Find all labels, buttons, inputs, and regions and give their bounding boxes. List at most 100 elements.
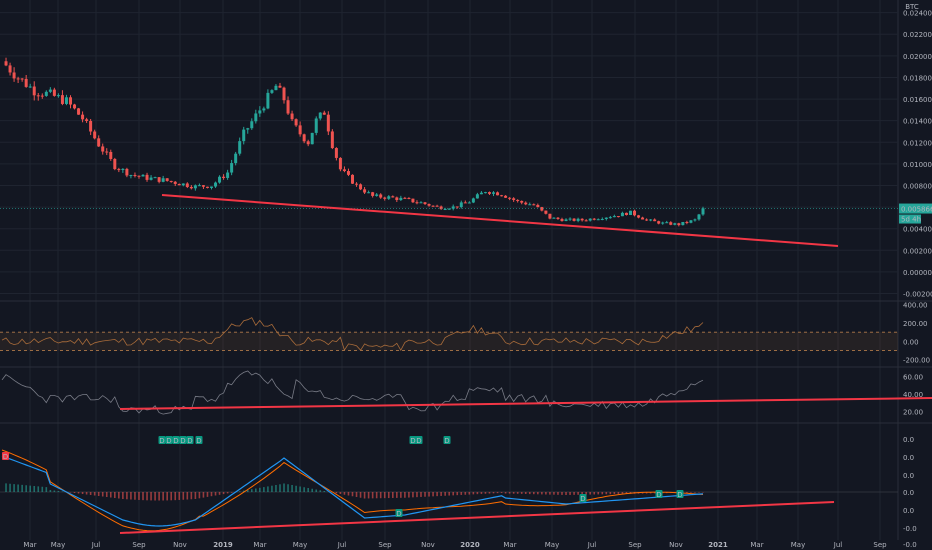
macd-hist-79 <box>319 490 322 492</box>
candle-body-131 <box>528 204 532 206</box>
candle-body-161 <box>649 219 653 221</box>
currency-label: BTC <box>905 3 919 11</box>
macd-hist-51 <box>206 492 209 497</box>
candle-body-160 <box>645 219 649 221</box>
macd-hist-50 <box>202 492 205 498</box>
bearish-marker <box>2 452 9 460</box>
macd-hist-125 <box>504 492 507 494</box>
candle-body-69 <box>278 85 282 88</box>
macd-hist-146 <box>589 492 591 495</box>
macd-hist-152 <box>613 492 616 495</box>
macd-hist-148 <box>597 492 600 495</box>
cci-tick-2: 0.00 <box>903 338 919 346</box>
macd-hist-116 <box>468 492 471 495</box>
candle-body-164 <box>661 222 665 224</box>
macd-hist-24 <box>97 492 100 496</box>
macd-hist-114 <box>460 492 463 495</box>
candle-body-42 <box>169 180 173 182</box>
macd-hist-90 <box>363 492 366 499</box>
candle-body-21 <box>85 119 89 121</box>
macd-tick-0: 0.0 <box>903 436 914 444</box>
candle-body-116 <box>467 202 471 204</box>
candle-body-85 <box>342 169 346 172</box>
macd-hist-61 <box>246 489 249 492</box>
candle-body-65 <box>262 108 266 111</box>
countdown-label: 5d 4h <box>901 216 921 224</box>
macd-hist-33 <box>134 492 136 500</box>
macd-hist-107 <box>432 492 434 497</box>
divergence-marker-0 <box>158 436 166 444</box>
macd-tick-1: 0.0 <box>903 454 914 462</box>
divergence-marker-label-0: D <box>159 437 164 445</box>
candle-body-156 <box>628 210 632 216</box>
divergence-marker-6 <box>409 436 417 444</box>
macd-hist-57 <box>230 492 233 493</box>
macd-hist-139 <box>561 492 563 495</box>
candle-body-31 <box>125 168 129 176</box>
macd-hist-53 <box>214 492 217 496</box>
candle-body-117 <box>471 198 475 203</box>
candle-body-145 <box>584 220 588 222</box>
macd-hist-95 <box>383 492 386 499</box>
date-label-14: Jul <box>587 541 597 549</box>
candle-body-103 <box>415 202 419 204</box>
macd-hist-52 <box>210 492 213 497</box>
candle-body-138 <box>556 217 560 219</box>
date-label-18: Mar <box>750 541 763 549</box>
macd-hist-118 <box>476 492 479 495</box>
candle-body-20 <box>81 114 85 120</box>
macd-hist-9 <box>37 486 40 492</box>
candle-body-121 <box>487 192 491 194</box>
candle-body-108 <box>435 205 439 207</box>
candle-body-26 <box>105 151 109 153</box>
candle-body-148 <box>596 219 600 221</box>
candle-body-36 <box>145 174 149 180</box>
divergence-marker-11 <box>655 490 663 498</box>
candle-body-57 <box>230 163 234 173</box>
date-label-6: Mar <box>253 541 266 549</box>
macd-hist-162 <box>653 492 656 494</box>
macd-trendline <box>119 501 835 534</box>
candle-body-37 <box>149 177 153 180</box>
candle-body-74 <box>298 125 302 135</box>
candle-body-45 <box>181 183 185 186</box>
macd-hist-5 <box>21 484 23 492</box>
macd-hist-128 <box>516 492 519 494</box>
candle-body-101 <box>407 197 411 199</box>
macd-hist-73 <box>295 485 297 492</box>
candle-body-62 <box>250 121 254 129</box>
macd-hist-109 <box>440 492 442 496</box>
candle-body-81 <box>326 114 330 132</box>
candle-body-78 <box>314 118 318 133</box>
macd-hist-48 <box>194 492 197 499</box>
candle-body-120 <box>483 192 487 194</box>
osc-tick-2: 20.00 <box>903 409 923 417</box>
macd-hist-11 <box>45 487 48 492</box>
macd-hist-119 <box>480 492 483 494</box>
candle-body-170 <box>685 221 689 223</box>
macd-hist-59 <box>238 491 241 492</box>
candle-body-52 <box>209 186 213 188</box>
candle-body-40 <box>161 178 165 182</box>
macd-hist-18 <box>73 492 76 493</box>
macd-hist-137 <box>553 492 555 495</box>
divergence-marker-9 <box>395 509 403 517</box>
candle-body-172 <box>693 219 697 221</box>
macd-hist-43 <box>174 492 177 501</box>
candle-body-2 <box>8 65 12 73</box>
macd-hist-49 <box>198 492 201 499</box>
candle-body-149 <box>600 218 604 220</box>
candle-body-90 <box>363 189 367 193</box>
candle-body-19 <box>77 108 81 115</box>
macd-hist-101 <box>408 492 410 498</box>
candle-body-112 <box>451 206 455 209</box>
candle-body-134 <box>540 207 544 211</box>
divergence-marker-label-10: D <box>580 495 585 503</box>
macd-hist-40 <box>162 492 164 501</box>
